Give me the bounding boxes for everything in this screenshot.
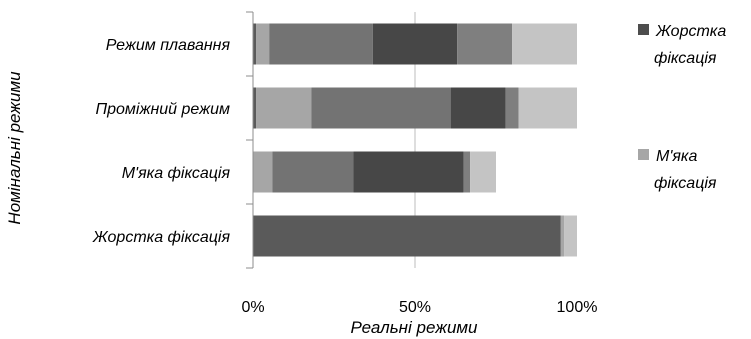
category-label: М'яка фіксація [122, 165, 231, 182]
bar-segment [463, 151, 471, 193]
bar-segment [256, 23, 270, 65]
x-tick-label: 0% [241, 299, 264, 316]
x-axis-title: Реальні режими [350, 318, 478, 337]
bar-segment [512, 23, 577, 65]
bar-segment [253, 151, 273, 193]
bar-segment [372, 23, 458, 65]
legend-swatch [638, 149, 649, 160]
bar-segment [450, 87, 506, 129]
x-tick-label: 100% [557, 299, 598, 316]
bar-segment [470, 151, 496, 193]
bar-segment [253, 87, 257, 129]
bar-segment [564, 215, 577, 257]
bar-segment [457, 23, 513, 65]
legend-label: фіксація [654, 50, 717, 67]
legend-swatch [638, 24, 649, 35]
bar-segment [518, 87, 577, 129]
category-label: Проміжний режим [96, 101, 230, 118]
bar-segment [269, 23, 373, 65]
bar-segment [353, 151, 464, 193]
bar-segment [253, 23, 257, 65]
bar-segment [253, 215, 561, 257]
bar-segment [505, 87, 519, 129]
bar-segment [256, 87, 312, 129]
y-axis-title: Номінальні режими [5, 71, 24, 225]
category-label: Жорстка фіксація [92, 229, 231, 246]
bar-segment [311, 87, 451, 129]
legend-label: фіксація [654, 175, 717, 192]
legend-label: М'яка [656, 148, 697, 165]
bar-segment [560, 215, 565, 257]
category-label: Режим плавання [106, 37, 231, 54]
x-tick-label: 50% [399, 299, 431, 316]
bar-segment [272, 151, 354, 193]
legend-label: Жорстка [655, 23, 726, 40]
